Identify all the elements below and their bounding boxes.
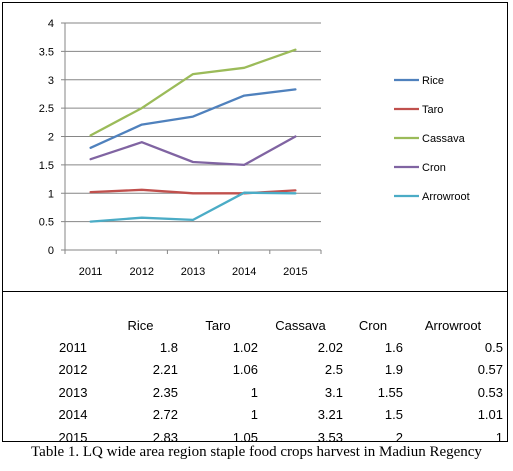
table-cell: 0.53: [477, 384, 503, 400]
row-year-label: 2014: [58, 407, 88, 423]
corner-cell: [43, 314, 103, 336]
data-table: Rice Taro Cassava Cron Arrowroot 2011 1.8…: [43, 314, 503, 449]
x-tick-label: 2015: [283, 266, 307, 278]
table-cell: 2.5: [324, 362, 343, 378]
y-tick-label: 1.5: [39, 160, 54, 172]
table-cell: 2: [395, 429, 403, 445]
table-cell: 1.02: [232, 339, 258, 355]
table-cell: 3.53: [317, 429, 343, 445]
figure-caption: Table 1. LQ wide area region staple food…: [31, 444, 482, 460]
table-cell: 1.9: [384, 362, 403, 378]
table-cell: 3.21: [317, 407, 343, 423]
col-header-cron: Cron: [358, 317, 388, 333]
table-row: 2012 2.21 1.06 2.5 1.9 0.57: [43, 359, 503, 382]
col-header-taro: Taro: [205, 317, 231, 333]
table-cell: 1: [250, 384, 258, 400]
table-cell: 1.8: [159, 339, 178, 355]
series-line-arrowroot: [89, 191, 297, 223]
line-chart: 0 0.5 1 1.5 2 2.5 3 3.5 4 2011 2012 2013 2014 2015 Ri…: [39, 18, 470, 278]
table-cell: 3.1: [324, 384, 343, 400]
y-tick-label: 2: [48, 132, 54, 144]
table-row: 2015 2.83 1.05 3.53 2 1: [43, 426, 503, 449]
series-line-cassava: [89, 48, 297, 137]
col-header-cassava: Cassava: [275, 317, 326, 333]
table-cell: 0.57: [477, 362, 503, 378]
figure-frame: 0 0.5 1 1.5 2 2.5 3 3.5 4 2011 2012 2013 2014 2015 Ri…: [2, 2, 508, 445]
table-cell: 2.72: [152, 407, 178, 423]
gridlines: [65, 22, 321, 251]
row-year-label: 2015: [58, 429, 88, 445]
y-tick-label: 0.5: [39, 217, 54, 229]
table-header-row: Rice Taro Cassava Cron Arrowroot: [43, 314, 503, 336]
legend-label-arrowroot: Arrowroot: [422, 191, 470, 203]
legend: Rice Taro Cassava Cron Arrowroot: [394, 75, 470, 203]
table-cell: 1.6: [384, 339, 403, 355]
table-cell: 1: [250, 407, 258, 423]
table-body: 2011 1.8 1.02 2.02 1.6 0.5 2012 2.21 1.06 2.5 1.9 0…: [43, 336, 503, 449]
axes: 0 0.5 1 1.5 2 2.5 3 3.5 4 2011 2012 2013 2014 2015: [39, 18, 322, 278]
series-line-cron: [89, 135, 297, 167]
legend-label-rice: Rice: [422, 75, 444, 87]
table-cell: 1.5: [384, 407, 403, 423]
y-tick-label: 2.5: [39, 103, 54, 115]
y-tick-label: 4: [48, 18, 54, 30]
table-cell: 1.06: [232, 362, 258, 378]
col-header-arrowroot: Arrowroot: [424, 317, 482, 333]
table-cell: 0.5: [484, 339, 503, 355]
table-cell: 2.21: [152, 362, 178, 378]
table-row: 2014 2.72 1 3.21 1.5 1.01: [43, 404, 503, 427]
x-tick-label: 2011: [79, 266, 103, 278]
y-tick-label: 3.5: [39, 46, 54, 58]
legend-label-cron: Cron: [422, 162, 446, 174]
col-header-rice: Rice: [127, 317, 154, 333]
y-tick-label: 3: [48, 75, 54, 87]
divider: [3, 291, 507, 292]
table-cell: 1.05: [232, 429, 258, 445]
table-cell: 1: [495, 429, 503, 445]
x-tick-label: 2012: [130, 266, 154, 278]
series-lines: [89, 48, 297, 223]
series-line-rice: [89, 88, 297, 149]
y-tick-label: 0: [48, 245, 54, 257]
table-cell: 1.55: [377, 384, 403, 400]
table-cell: 2.35: [152, 384, 178, 400]
table-cell: 1.01: [477, 407, 503, 423]
table-row: 2013 2.35 1 3.1 1.55 0.53: [43, 381, 503, 404]
row-year-label: 2013: [58, 384, 88, 400]
legend-label-cassava: Cassava: [422, 133, 466, 145]
row-year-label: 2012: [58, 362, 88, 378]
legend-label-taro: Taro: [422, 104, 443, 116]
table-cell: 2.02: [317, 339, 343, 355]
row-year-label: 2011: [59, 339, 87, 355]
table-cell: 2.83: [152, 429, 178, 445]
table-row: 2011 1.8 1.02 2.02 1.6 0.5: [43, 336, 503, 359]
y-tick-label: 1: [48, 188, 54, 200]
x-tick-label: 2013: [181, 266, 205, 278]
x-tick-label: 2014: [232, 266, 256, 278]
